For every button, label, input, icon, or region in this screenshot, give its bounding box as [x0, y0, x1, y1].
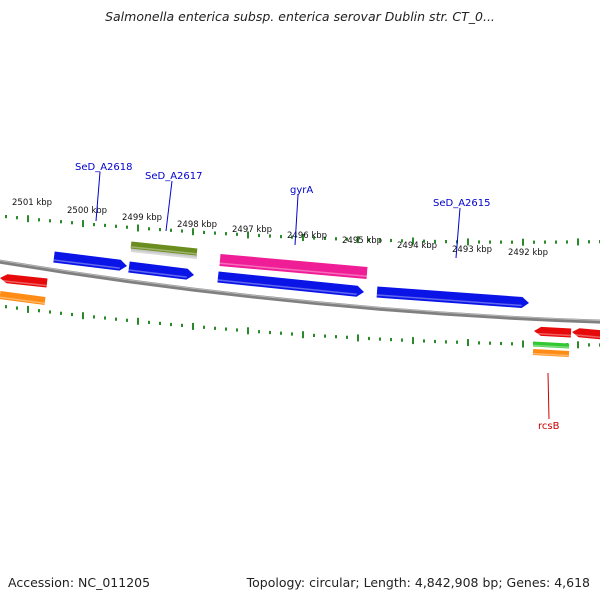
label-leader-gyra: [294, 194, 299, 246]
lower-tick-track: [5, 305, 600, 349]
gene-sed-a2617-rna[interactable]: [130, 241, 198, 256]
gene-labels[interactable]: SeD_A2618 SeD_A2617 gyrA SeD_A2615 rcsB: [75, 162, 560, 432]
gene-sed-a2617-bar-shading: [130, 250, 197, 259]
label-leader-rcsb: [547, 372, 550, 420]
accession-text: Accession: NC_011205: [8, 575, 151, 590]
tick-label: 2501 kbp: [12, 198, 52, 208]
label-leader-sed-a2618: [95, 171, 101, 222]
gene-rcsb-green-shading: [532, 344, 569, 349]
gene-label-sed-a2618[interactable]: SeD_A2618: [75, 162, 133, 173]
gene-red-left[interactable]: [0, 274, 48, 288]
genome-title: Salmonella enterica subsp. enterica sero…: [105, 9, 495, 24]
gene-red-right-1-shading: [533, 332, 571, 337]
tick-labels: 2501 kbp 2500 kbp 2499 kbp 2498 kbp 2497…: [12, 198, 548, 258]
tick-label: 2496 kbp: [287, 231, 327, 241]
tick-label: 2497 kbp: [232, 225, 272, 235]
gene-features[interactable]: [0, 241, 600, 358]
gene-sed-a2616-shading: [128, 269, 187, 278]
gene-sed-a2617-bar[interactable]: [130, 248, 198, 259]
gene-red-right-1[interactable]: [534, 326, 572, 338]
gene-sed-a2616b-shading: [217, 279, 357, 296]
tick-label: 2499 kbp: [122, 213, 162, 223]
gene-label-gyra[interactable]: gyrA: [290, 185, 313, 196]
gene-sed-a2614-shading: [376, 294, 522, 307]
tick-label: 2495 kbp: [342, 236, 382, 246]
label-leader-sed-a2617: [165, 180, 173, 232]
gene-red-left-shading: [0, 279, 47, 287]
tick-label: 2494 kbp: [397, 241, 437, 251]
gene-gyra[interactable]: [219, 254, 368, 279]
gene-rcsb-green[interactable]: [532, 341, 570, 349]
gene-sed-a2618[interactable]: [53, 251, 127, 271]
genome-backbone: [0, 259, 600, 324]
gene-sed-a2617-rna-shading: [130, 246, 197, 255]
topology-text: Topology: circular; Length: 4,842,908 bp…: [246, 575, 590, 590]
gene-label-rcsb[interactable]: rcsB: [538, 421, 560, 432]
gene-sed-a2616[interactable]: [128, 261, 194, 280]
gene-sed-a2618-shading: [53, 259, 120, 269]
gene-rcsb-orange-shading: [532, 352, 569, 357]
gene-red-right-2[interactable]: [572, 328, 600, 340]
gene-rcsb-orange[interactable]: [532, 349, 570, 357]
gene-red-right-2-shading: [571, 333, 600, 338]
tick-label: 2492 kbp: [508, 248, 548, 258]
upper-tick-track: [5, 215, 600, 246]
gene-sed-a2616b[interactable]: [217, 271, 364, 297]
label-leader-sed-a2615: [455, 207, 461, 259]
gene-gyra-shading: [219, 262, 367, 278]
tick-label: 2493 kbp: [452, 245, 492, 255]
tick-label: 2500 kbp: [67, 206, 107, 216]
gene-label-sed-a2615[interactable]: SeD_A2615: [433, 198, 491, 209]
tick-label: 2498 kbp: [177, 220, 217, 230]
gene-orange-left[interactable]: [0, 291, 46, 305]
genome-backbone-highlight: [0, 259, 600, 321]
gene-label-sed-a2617[interactable]: SeD_A2617: [145, 171, 203, 182]
gene-sed-a2614[interactable]: [376, 286, 529, 309]
gene-orange-left-shading: [0, 296, 45, 304]
